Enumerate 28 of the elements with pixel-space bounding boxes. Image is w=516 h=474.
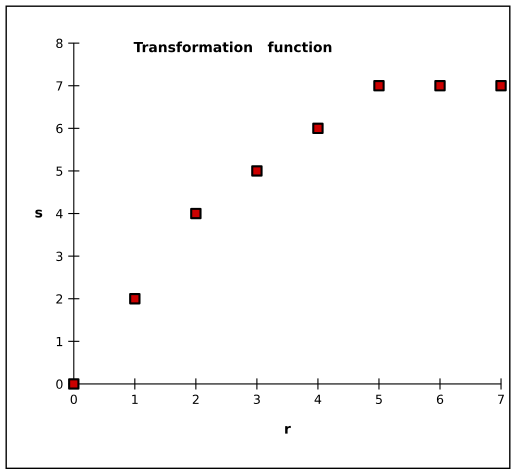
y-tick-label: 0 (56, 379, 63, 389)
point (129, 293, 141, 304)
y-tick-label: 7 (56, 81, 62, 90)
x-tick-label: 4 (314, 394, 322, 404)
y-tick-label: 2 (56, 294, 62, 304)
x-tick-label: 6 (436, 394, 444, 404)
y-tick-label: 3 (56, 252, 62, 262)
y-tick-label: 5 (56, 166, 62, 176)
x-tick-label: 1 (132, 394, 138, 404)
x-tick-label: 3 (254, 394, 260, 404)
x-axis-title: r (285, 426, 291, 434)
point (190, 208, 202, 220)
chart-title: Transformation function (134, 42, 332, 52)
y-tick-label: 1 (56, 336, 62, 346)
y-tick-label: 6 (56, 124, 63, 134)
point (495, 80, 507, 92)
point (312, 122, 324, 134)
x-tick-label: 2 (192, 394, 199, 404)
x-tick-label: 7 (498, 394, 504, 404)
point (251, 165, 263, 177)
point (373, 80, 385, 92)
x-tick-label: 5 (376, 394, 382, 404)
point (68, 378, 80, 390)
y-tick-label: 8 (56, 38, 63, 48)
y-axis-title: s (35, 210, 42, 218)
point (434, 80, 446, 92)
y-tick-label: 4 (56, 209, 63, 218)
x-tick-label: 0 (70, 394, 77, 404)
